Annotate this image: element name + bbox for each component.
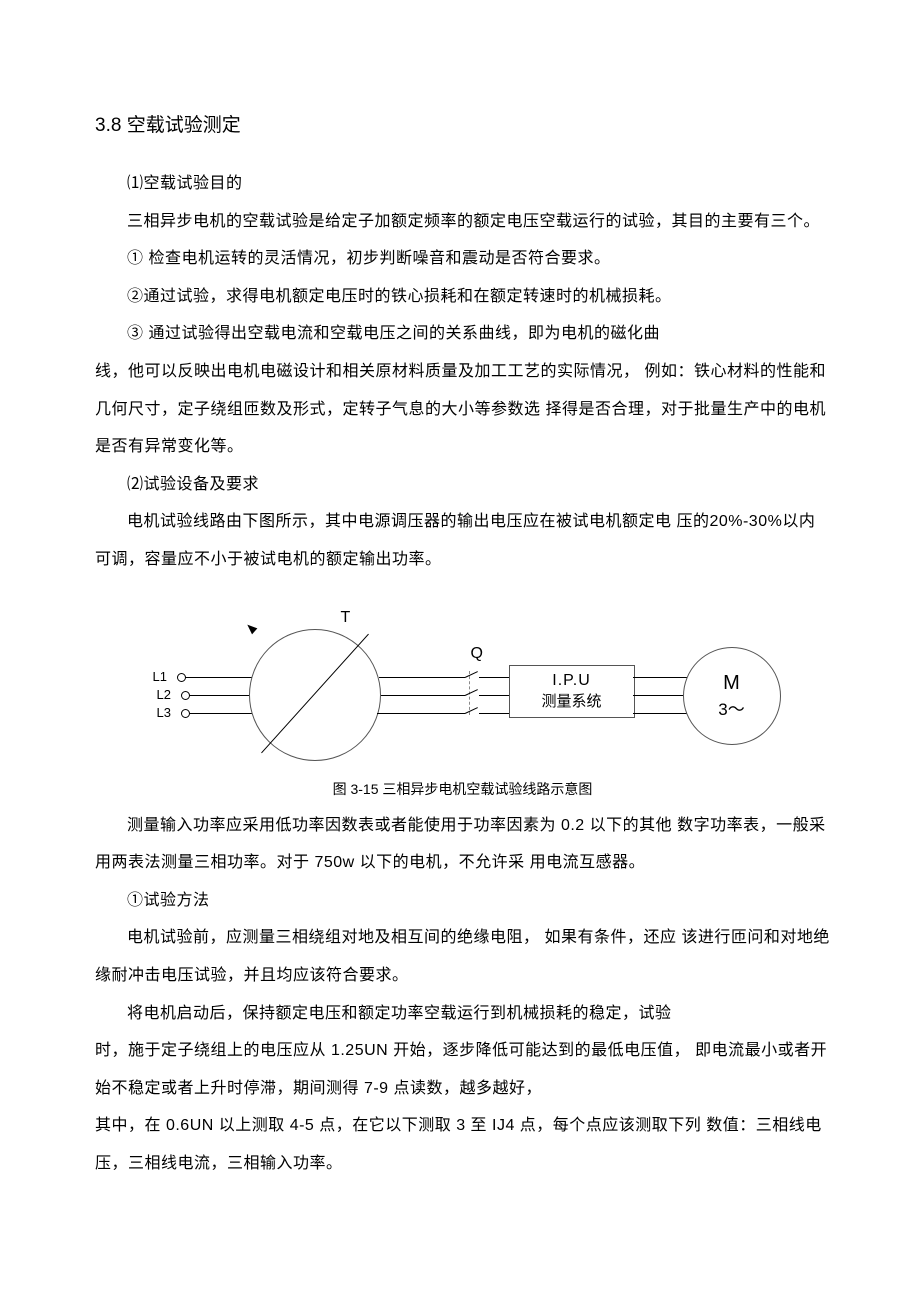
wire xyxy=(185,677,257,678)
wire xyxy=(633,713,689,714)
section-heading: 3.8 空载试验测定 xyxy=(95,110,830,137)
wire xyxy=(479,677,509,678)
label-L2: L2 xyxy=(157,687,171,702)
para-2: 三相异步电机的空载试验是给定子加额定频率的额定电压空载运行的试验，其目的主要有三… xyxy=(95,203,830,241)
label-Q: Q xyxy=(471,645,483,663)
wire xyxy=(377,713,465,714)
ipu-box: I.P.U 测量系统 xyxy=(509,665,635,718)
para-1: ⑴空载试验目的 xyxy=(95,165,830,203)
document-page: 3.8 空载试验测定 ⑴空载试验目的 三相异步电机的空载试验是给定子加额定频率的… xyxy=(0,0,920,1303)
switch-blade xyxy=(464,671,477,678)
motor-circle: M 3～ xyxy=(683,647,781,745)
wire xyxy=(633,677,689,678)
para-9: ①试验方法 xyxy=(95,882,830,920)
circuit-diagram: L1 L2 L3 T Q xyxy=(95,603,830,799)
switch-blade xyxy=(464,689,477,696)
wire xyxy=(379,677,465,678)
para-3: ① 检查电机运转的灵活情况，初步判断噪音和震动是否符合要求。 xyxy=(95,240,830,278)
figure-caption: 图 3-15 三相异步电机空载试验线路示意图 xyxy=(333,779,593,799)
label-L3: L3 xyxy=(157,705,171,720)
motor-M: M xyxy=(723,672,740,695)
para-8: 测量输入功率应采用低功率因数表或者能使用于功率因素为 0.2 以下的其他 数字功… xyxy=(95,807,830,882)
ipu-line2: 测量系统 xyxy=(510,690,634,711)
para-11b: 时，施于定子绕组上的电压应从 1.25UN 开始，逐步降低可能达到的最低电压值，… xyxy=(95,1032,830,1107)
para-10: 电机试验前，应测量三相绕组对地及相互间的绝缘电阻， 如果有条件，还应 该进行匝问… xyxy=(95,919,830,994)
wire xyxy=(479,713,509,714)
ipu-line1: I.P.U xyxy=(510,672,634,690)
motor-3phase: 3～ xyxy=(718,695,744,720)
para-11a: 将电机启动后，保持额定电压和额定功率空载运行到机械损耗的稳定，试验 xyxy=(95,995,830,1033)
para-5a: ③ 通过试验得出空载电流和空载电压之间的关系曲线，即为电机的磁化曲 xyxy=(95,315,830,353)
label-L1: L1 xyxy=(153,669,167,684)
para-5b: 线，他可以反映出电机电磁设计和相关原材料质量及加工工艺的实际情况， 例如：铁心材… xyxy=(95,353,830,466)
wire xyxy=(189,695,249,696)
para-4: ②通过试验，求得电机额定电压时的铁心损耗和在额定转速时的机械损耗。 xyxy=(95,278,830,316)
switch-blade xyxy=(464,707,477,714)
para-12: 其中，在 0.6UN 以上测取 4-5 点，在它以下测取 3 至 IJ4 点，每… xyxy=(95,1107,830,1182)
adjust-arrow-head xyxy=(244,621,257,634)
wire xyxy=(381,695,465,696)
wire xyxy=(189,713,253,714)
para-7: 电机试验线路由下图所示，其中电源调压器的输出电压应在被试电机额定电 压的20%-… xyxy=(95,503,830,578)
wire xyxy=(479,695,509,696)
para-6: ⑵试验设备及要求 xyxy=(95,466,830,504)
wire xyxy=(633,695,683,696)
label-T: T xyxy=(341,609,351,627)
